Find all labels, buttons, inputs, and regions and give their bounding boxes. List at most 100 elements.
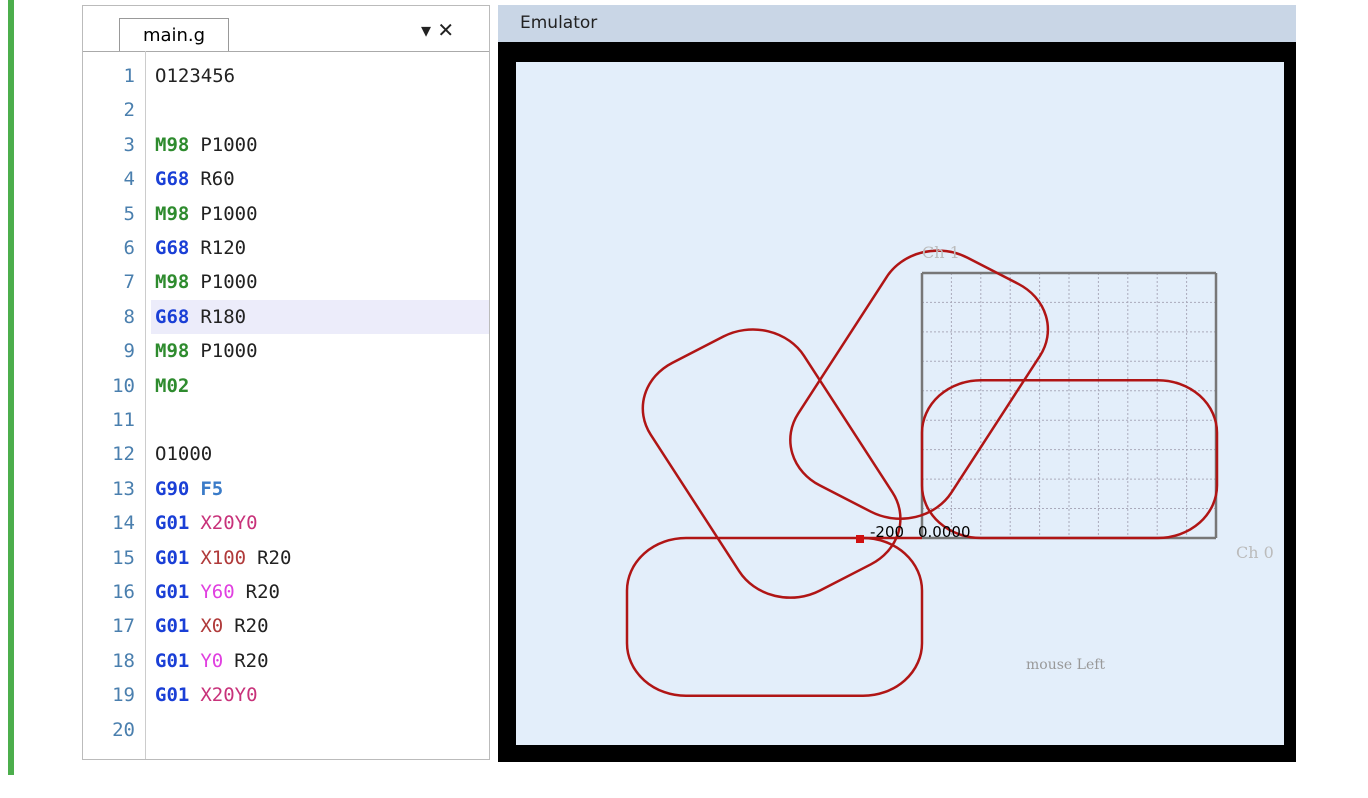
- code-line: 16 G01 Y60 R20: [83, 575, 489, 609]
- code-line: 3 M98 P1000: [83, 128, 489, 162]
- token: P1000: [200, 202, 258, 225]
- line-number: 4: [123, 168, 135, 191]
- code: O1000: [151, 437, 489, 471]
- y-axis-label: Ch 1: [922, 243, 960, 262]
- token: G01: [155, 649, 190, 672]
- line-number: 17: [112, 615, 135, 638]
- line-number: 13: [112, 477, 135, 500]
- emulator-title: Emulator: [498, 5, 1296, 42]
- code-line: 13 G90 F5: [83, 472, 489, 506]
- line-number: 3: [123, 133, 135, 156]
- tab-icons[interactable]: ▾ ✕: [421, 18, 455, 42]
- code: G01 X20Y0: [151, 678, 489, 712]
- token: G01: [155, 512, 190, 535]
- emulator-canvas: Ch 1 Ch 0 -200 0.0000 mouse Left: [498, 42, 1296, 762]
- code: G01 Y60 R20: [151, 575, 489, 609]
- code-line: 14 G01 X20Y0: [83, 506, 489, 540]
- code: M02: [151, 369, 489, 403]
- token: G01: [155, 581, 190, 603]
- tab-bar: main.g ▾ ✕: [83, 6, 489, 52]
- editor: main.g ▾ ✕ 1 O123456 2 3 M98 P1000 4 G68 R60 5 M98…: [82, 5, 490, 760]
- token: P1000: [200, 340, 258, 363]
- token: P1000: [200, 133, 258, 156]
- line-number: 1: [123, 65, 135, 87]
- code-line: 11: [83, 403, 489, 437]
- token: F5: [200, 477, 224, 500]
- code-line: 20: [83, 713, 489, 747]
- code: M98 P1000: [151, 334, 489, 368]
- token: Y60: [200, 581, 235, 603]
- status-text: mouse Left: [1026, 657, 1105, 673]
- code-line: 4 G68 R60: [83, 162, 489, 196]
- line-number: 5: [123, 202, 135, 225]
- token: G01: [155, 615, 190, 638]
- line-number: 19: [112, 684, 135, 707]
- code-line: 6 G68 R120: [83, 231, 489, 265]
- code-line: 19 G01 X20Y0: [83, 678, 489, 712]
- line-number: 20: [112, 718, 135, 741]
- token: O1000: [155, 443, 213, 466]
- line-number: 7: [123, 271, 135, 294]
- code: M98 P1000: [151, 265, 489, 299]
- code: G01 Y0 R20: [151, 644, 489, 678]
- line-number: 16: [112, 581, 135, 603]
- token: O123456: [155, 65, 236, 87]
- emulator: Emulator Ch 1 Ch 0 -200 0.0000 mouse Lef…: [498, 5, 1296, 762]
- code: G01 X100 R20: [151, 541, 489, 575]
- code: G90 F5: [151, 472, 489, 506]
- tool-marker: [856, 535, 864, 543]
- token: M98: [155, 271, 190, 294]
- code: G01 X0 R20: [151, 609, 489, 643]
- token: M98: [155, 202, 190, 225]
- code-line: 7 M98 P1000: [83, 265, 489, 299]
- grid: [922, 273, 1216, 538]
- line-number: 9: [123, 340, 135, 363]
- code: M98 P1000: [151, 197, 489, 231]
- token: R60: [200, 168, 235, 191]
- line-number: 2: [123, 99, 135, 122]
- token: G68: [155, 237, 190, 259]
- token: M98: [155, 340, 190, 363]
- code-line: 17 G01 X0 R20: [83, 609, 489, 643]
- code: G01 X20Y0: [151, 506, 489, 540]
- token: Y0: [200, 649, 224, 672]
- code-line: 9 M98 P1000: [83, 334, 489, 368]
- tab[interactable]: main.g: [119, 18, 229, 51]
- code: [151, 403, 489, 437]
- code: [151, 713, 489, 747]
- token: X20Y0: [200, 512, 258, 535]
- toolpath: [922, 380, 1217, 538]
- token: M98: [155, 133, 190, 156]
- line-number: 12: [112, 443, 135, 466]
- line-number: 14: [112, 512, 135, 535]
- token: R120: [200, 237, 247, 259]
- line-number: 18: [112, 649, 135, 672]
- gutter: [83, 51, 146, 759]
- code: M98 P1000: [151, 128, 489, 162]
- token: X100: [200, 546, 247, 569]
- token: X20Y0: [200, 684, 258, 707]
- code-line: 18 G01 Y0 R20: [83, 644, 489, 678]
- token: P1000: [200, 271, 258, 294]
- line-number: 6: [123, 237, 135, 259]
- code-line: 1 O123456: [83, 59, 489, 93]
- code: [151, 93, 489, 127]
- x-axis-label: Ch 0: [1236, 543, 1274, 562]
- token: X0: [200, 615, 224, 638]
- line-number: 15: [112, 546, 135, 569]
- code: G68 R120: [151, 231, 489, 265]
- code-line: 5 M98 P1000: [83, 197, 489, 231]
- code-line: 8 G68 R180: [83, 299, 489, 334]
- toolpaths: [621, 231, 1217, 695]
- canvas-bg: [516, 62, 1284, 745]
- code-line: 15 G01 X100 R20: [83, 541, 489, 575]
- code: O123456: [151, 59, 489, 93]
- token: G01: [155, 684, 190, 707]
- token: R20: [245, 581, 280, 603]
- line-number: 8: [123, 305, 135, 328]
- code: G68 R180: [151, 299, 489, 334]
- origin-label: 0.0000: [918, 523, 971, 541]
- token: R20: [257, 546, 292, 569]
- line-number: 11: [112, 409, 135, 431]
